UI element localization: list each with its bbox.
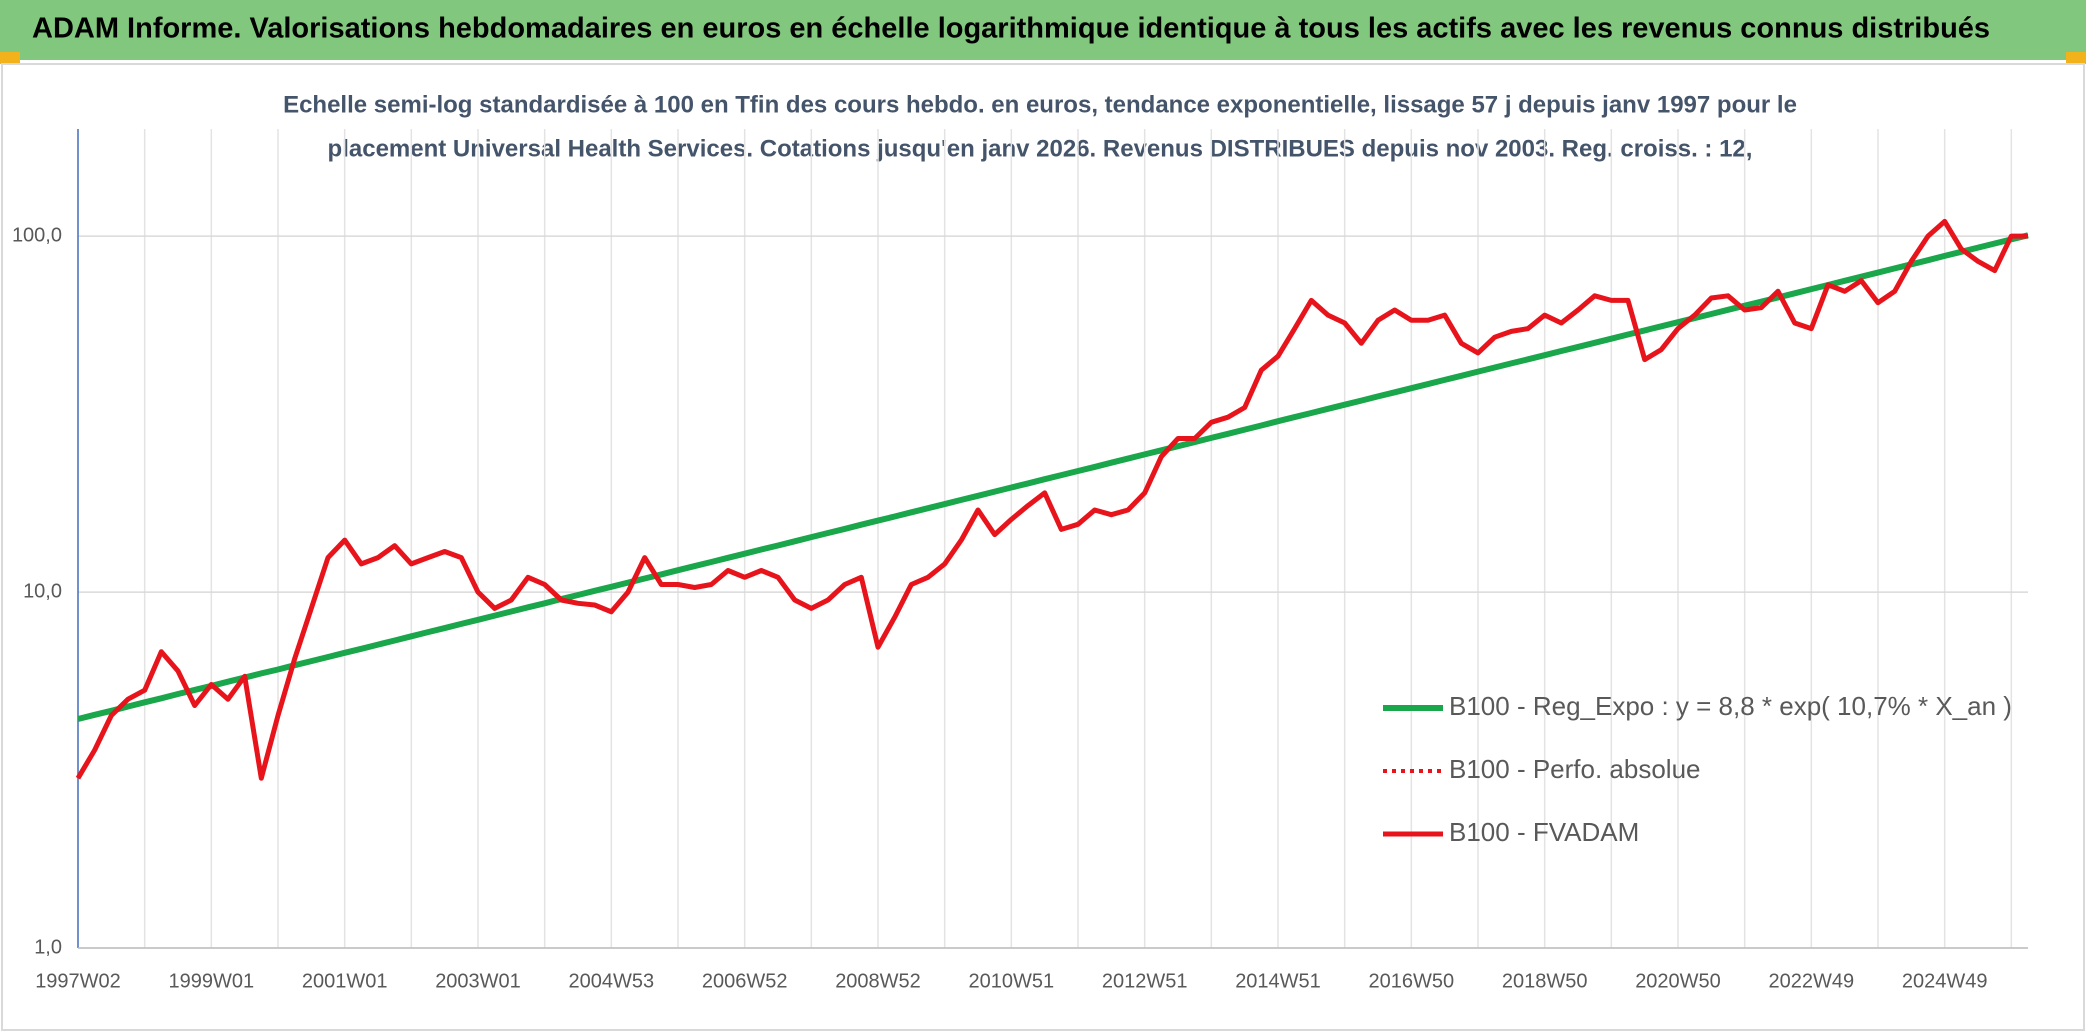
x-tick-label: 2024W49: [1902, 970, 1988, 992]
x-tick-label: 2018W50: [1502, 970, 1588, 992]
x-tick-label: 1999W01: [169, 970, 255, 992]
corner-mark: [0, 52, 20, 64]
y-tick-label: 100,0: [12, 224, 62, 246]
legend-label: B100 - FVADAM: [1449, 817, 1639, 847]
x-tick-label: 2004W53: [569, 970, 655, 992]
y-tick-label: 10,0: [23, 580, 62, 602]
chart-subtitle: Echelle semi-log standardisée à 100 en T…: [283, 91, 1797, 118]
x-tick-label: 2010W51: [969, 970, 1055, 992]
corner-mark: [2066, 52, 2086, 64]
chart-subtitle: placement Universal Health Services. Cot…: [328, 135, 1753, 162]
chart-title: ADAM Informe. Valorisations hebdomadaire…: [32, 13, 1990, 45]
header-bar: [0, 0, 2086, 60]
x-tick-label: 1997W02: [35, 970, 121, 992]
x-tick-label: 2020W50: [1635, 970, 1721, 992]
chart-frame: [1, 63, 2085, 1031]
x-tick-label: 2022W49: [1769, 970, 1855, 992]
series-line: [75, 218, 2028, 781]
x-tick-label: 2008W52: [835, 970, 921, 992]
legend-label: B100 - Reg_Expo : y = 8,8 * exp( 10,7% *…: [1449, 691, 2012, 721]
y-tick-label: 1,0: [34, 936, 62, 958]
x-tick-label: 2003W01: [435, 970, 521, 992]
x-tick-label: 2001W01: [302, 970, 388, 992]
legend-label: B100 - Perfo. absolue: [1449, 754, 1701, 784]
series-line: [77, 232, 2029, 722]
x-tick-label: 2016W50: [1369, 970, 1455, 992]
x-tick-label: 2012W51: [1102, 970, 1188, 992]
x-tick-label: 2014W51: [1235, 970, 1321, 992]
x-tick-label: 2006W52: [702, 970, 788, 992]
